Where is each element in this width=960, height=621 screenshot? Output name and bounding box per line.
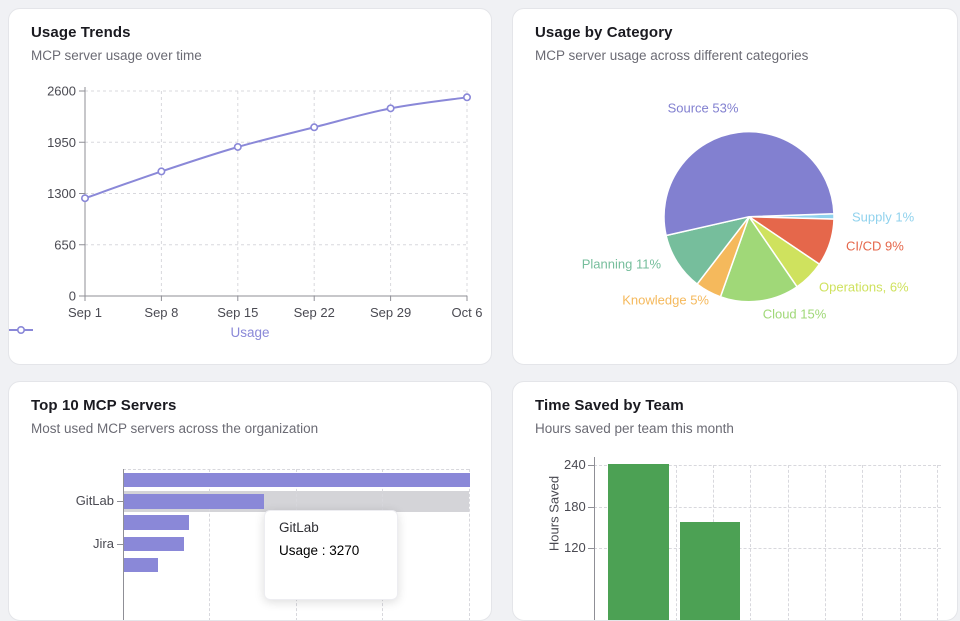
top-mcp-servers-card: Top 10 MCP Servers Most used MCP servers… (8, 381, 492, 621)
usage-by-category-chart[interactable] (513, 9, 958, 365)
grid-line (750, 465, 752, 620)
grid-line (787, 465, 789, 620)
axis-tick (116, 501, 123, 503)
card-title: Usage by Category (535, 24, 673, 41)
tooltip-value: Usage : 3270 (279, 543, 360, 558)
grid-line (469, 469, 470, 620)
grid-line (209, 469, 211, 620)
grid-line (899, 465, 901, 620)
svg-text:Sep 8: Sep 8 (144, 305, 178, 320)
pie-label-knowledge: Knowledge 5% (622, 292, 709, 308)
usage-by-category-card: Usage by Category MCP server usage acros… (512, 8, 958, 365)
grid-line (675, 465, 677, 620)
pie-label-supply: Supply 1% (852, 209, 915, 224)
grid-line (122, 469, 469, 471)
axis-tick (587, 465, 594, 466)
legend-label: Usage (230, 325, 270, 340)
svg-text:650: 650 (54, 237, 76, 252)
bar-row[interactable] (123, 494, 265, 509)
line-point-sep-15[interactable] (233, 142, 242, 151)
card-title: Time Saved by Team (535, 397, 684, 414)
pie-slice-cloud[interactable] (719, 215, 798, 303)
pie-label-planning: Planning 11% (581, 256, 661, 272)
usage-trends-card: Usage Trends MCP server usage over time … (8, 8, 492, 365)
chart-tooltip: GitLab Usage : 3270 (264, 510, 398, 600)
y-axis-line (593, 457, 595, 620)
svg-text:Oct 6: Oct 6 (451, 305, 482, 320)
y-tick-label: 120 (563, 540, 586, 556)
y-axis-line (122, 469, 124, 620)
line-point-sep-1[interactable] (81, 194, 90, 203)
time-saved-card: Time Saved by Team Hours saved per team … (512, 381, 958, 621)
svg-text:Sep 15: Sep 15 (217, 305, 258, 320)
legend-item-usage[interactable]: Usage (9, 325, 491, 340)
bar-row[interactable] (123, 515, 189, 530)
card-subtitle: Most used MCP servers across the organiz… (31, 421, 319, 436)
bar-column[interactable] (607, 463, 669, 620)
y-tick-label: 240 (563, 457, 586, 472)
line-series-legend-icon (9, 325, 33, 335)
card-subtitle: MCP server usage over time (31, 48, 202, 63)
bar-column[interactable] (680, 521, 740, 620)
svg-text:Sep 29: Sep 29 (370, 305, 411, 320)
grid-line (593, 548, 941, 550)
svg-text:1950: 1950 (47, 135, 76, 150)
pie-slice-source[interactable] (663, 130, 835, 237)
bar-row[interactable] (123, 557, 158, 573)
bar-row[interactable] (123, 472, 470, 488)
grid-line (824, 465, 826, 620)
grid-line (593, 465, 941, 466)
axis-tick (587, 506, 594, 508)
card-title: Top 10 MCP Servers (31, 397, 177, 414)
card-title: Usage Trends (31, 24, 131, 41)
grid-line (936, 465, 938, 620)
tooltip-title: GitLab (279, 520, 319, 535)
card-subtitle: MCP server usage across different catego… (535, 48, 809, 63)
svg-text:1300: 1300 (47, 186, 76, 201)
grid-line (593, 506, 941, 508)
line-point-sep-29[interactable] (386, 104, 395, 113)
pie-label-ci-cd: CI/CD 9% (846, 238, 904, 254)
line-point-sep-22[interactable] (310, 123, 319, 132)
y-tick-label: 180 (563, 498, 586, 514)
card-subtitle: Hours saved per team this month (535, 421, 734, 436)
line-point-oct-6[interactable] (462, 93, 471, 102)
svg-text:Sep 22: Sep 22 (294, 305, 335, 320)
pie-label-operations: Operations, 6% (819, 279, 909, 295)
svg-text:Sep 1: Sep 1 (68, 305, 102, 320)
grid-line (862, 465, 864, 620)
axis-tick (587, 548, 594, 550)
category-label-gitlab: GitLab (75, 493, 114, 509)
axis-tick (116, 543, 123, 545)
svg-text:2600: 2600 (47, 84, 76, 99)
svg-text:0: 0 (69, 289, 76, 304)
pie-label-cloud: Cloud 15% (762, 306, 827, 322)
line-point-sep-8[interactable] (157, 167, 166, 176)
pie-label-source: Source 53% (667, 100, 739, 116)
bar-row[interactable] (123, 536, 184, 552)
dashboard-page: { "page": { "background": "#f0f1f4" }, "… (8, 8, 958, 621)
category-label-jira: Jira (93, 535, 114, 551)
y-axis-title: Hours Saved (546, 475, 562, 552)
usage-trends-chart[interactable]: 0 650 1300 1950 2600 Sep 1 Sep 8 Sep 15 Sep 22 Se… (9, 9, 492, 365)
